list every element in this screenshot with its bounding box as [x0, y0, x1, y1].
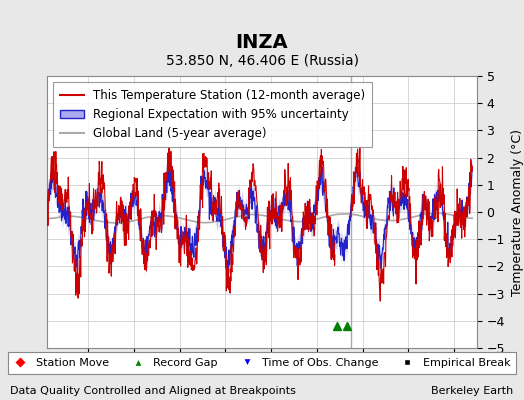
Text: Data Quality Controlled and Aligned at Breakpoints: Data Quality Controlled and Aligned at B… [10, 386, 297, 396]
Legend: Station Move, Record Gap, Time of Obs. Change, Empirical Break: Station Move, Record Gap, Time of Obs. C… [8, 352, 516, 374]
Text: 53.850 N, 46.406 E (Russia): 53.850 N, 46.406 E (Russia) [166, 54, 358, 68]
Legend: This Temperature Station (12-month average), Regional Expectation with 95% uncer: This Temperature Station (12-month avera… [53, 82, 373, 147]
Text: INZA: INZA [236, 33, 288, 52]
Y-axis label: Temperature Anomaly (°C): Temperature Anomaly (°C) [510, 128, 523, 296]
Text: Berkeley Earth: Berkeley Earth [431, 386, 514, 396]
